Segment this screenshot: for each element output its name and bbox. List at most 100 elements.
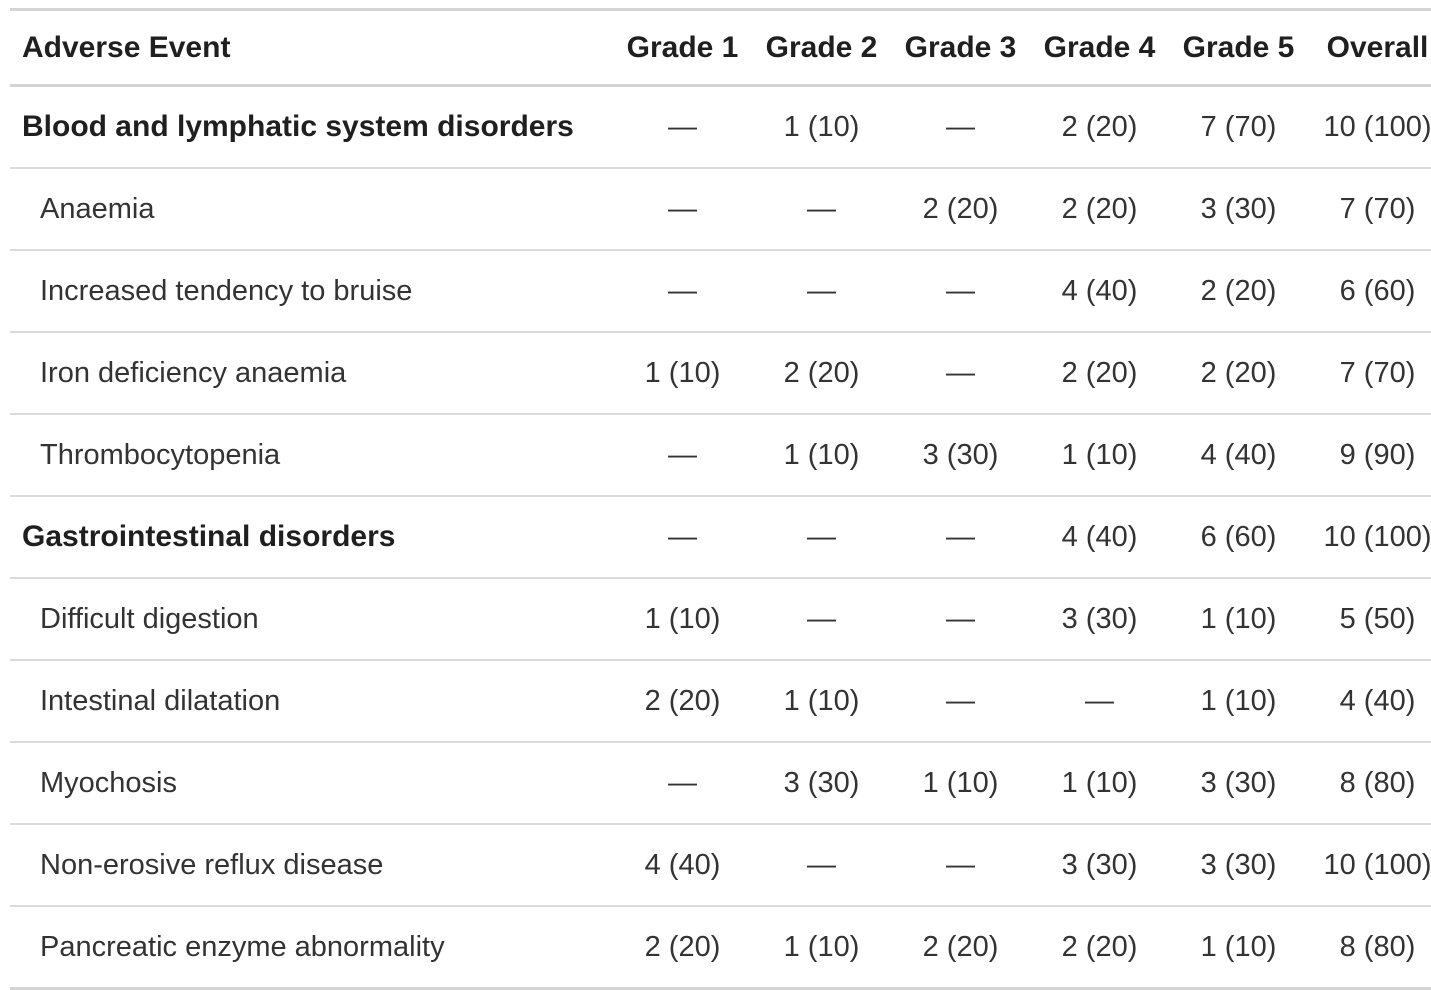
- column-header-grade-4: Grade 4: [1043, 30, 1156, 64]
- cell-value: 2 (20): [1200, 356, 1277, 389]
- cell-value: 3 (30): [1200, 848, 1277, 881]
- table-header-row: Adverse Event Grade 1 Grade 2 Grade 3 Grade …: [10, 10, 1431, 86]
- cell-value: 2 (20): [1061, 930, 1138, 963]
- cell-value: 8 (80): [1339, 930, 1416, 963]
- row-label-item: Difficult digestion: [40, 602, 259, 635]
- cell-value: —: [668, 192, 697, 225]
- table-row: Non-erosive reflux disease 4 (40) — — 3 (30)…: [10, 824, 1431, 906]
- column-header-overall: Overall: [1326, 30, 1429, 64]
- cell-value: 7 (70): [1200, 110, 1277, 143]
- cell-value: 3 (30): [1200, 192, 1277, 225]
- cell-value: —: [668, 110, 697, 143]
- cell-value: 2 (20): [922, 930, 999, 963]
- cell-value: 10 (100): [1323, 848, 1431, 881]
- cell-value: 1 (10): [1200, 930, 1277, 963]
- row-label-item: Thrombocytopenia: [40, 438, 281, 471]
- table-row: Iron deficiency anaemia 1 (10) 2 (20) — 2 (2…: [10, 332, 1431, 414]
- row-label-item: Myochosis: [40, 766, 177, 799]
- table-header: Adverse Event Grade 1 Grade 2 Grade 3 Grade …: [10, 10, 1431, 86]
- cell-value: —: [946, 274, 975, 307]
- column-header-grade-3: Grade 3: [904, 30, 1017, 64]
- cell-value: 10 (100): [1323, 520, 1431, 553]
- cell-value: 4 (40): [1200, 438, 1277, 471]
- cell-value: 3 (30): [1061, 848, 1138, 881]
- row-label-item: Increased tendency to bruise: [40, 274, 413, 307]
- table-row: Myochosis — 3 (30) 1 (10) 1 (10) 3 (30) 8 (80): [10, 742, 1431, 824]
- row-label-category: Blood and lymphatic system disorders: [22, 110, 574, 143]
- cell-value: 1 (10): [644, 602, 721, 635]
- table-row: Thrombocytopenia — 1 (10) 3 (30) 1 (10) 4 (40…: [10, 414, 1431, 496]
- cell-value: —: [807, 848, 836, 881]
- table-row: Anaemia — — 2 (20) 2 (20) 3 (30) 7 (70): [10, 168, 1431, 250]
- table-row: Increased tendency to bruise — — — 4 (40) 2 (…: [10, 250, 1431, 332]
- column-header-grade-5: Grade 5: [1182, 30, 1295, 64]
- adverse-events-table: Adverse Event Grade 1 Grade 2 Grade 3 Grade …: [10, 8, 1431, 990]
- cell-value: 1 (10): [1061, 766, 1138, 799]
- cell-value: 2 (20): [644, 684, 721, 717]
- cell-value: 1 (10): [922, 766, 999, 799]
- cell-value: 10 (100): [1323, 110, 1431, 143]
- row-label-item: Anaemia: [40, 192, 155, 225]
- cell-value: —: [946, 356, 975, 389]
- cell-value: 4 (40): [1339, 684, 1416, 717]
- cell-value: 3 (30): [922, 438, 999, 471]
- cell-value: 4 (40): [644, 848, 721, 881]
- table-row: Difficult digestion 1 (10) — — 3 (30) 1 (10) 5…: [10, 578, 1431, 660]
- cell-value: 1 (10): [644, 356, 721, 389]
- cell-value: 3 (30): [783, 766, 860, 799]
- cell-value: —: [946, 520, 975, 553]
- cell-value: —: [946, 602, 975, 635]
- cell-value: 7 (70): [1339, 192, 1416, 225]
- table-row: Gastrointestinal disorders — — — 4 (40) 6 (60…: [10, 496, 1431, 578]
- cell-value: 3 (30): [1200, 766, 1277, 799]
- cell-value: —: [807, 520, 836, 553]
- table-row: Pancreatic enzyme abnormality 2 (20) 1 (10…: [10, 906, 1431, 989]
- cell-value: —: [946, 848, 975, 881]
- cell-value: 1 (10): [783, 930, 860, 963]
- cell-value: 1 (10): [783, 438, 860, 471]
- cell-value: 2 (20): [1061, 192, 1138, 225]
- column-header-grade-2: Grade 2: [765, 30, 878, 64]
- cell-value: —: [668, 766, 697, 799]
- cell-value: —: [946, 110, 975, 143]
- cell-value: —: [807, 192, 836, 225]
- cell-value: —: [668, 274, 697, 307]
- cell-value: 5 (50): [1339, 602, 1416, 635]
- row-label-item: Non-erosive reflux disease: [40, 848, 384, 881]
- row-label-item: Intestinal dilatation: [40, 684, 281, 717]
- cell-value: 2 (20): [922, 192, 999, 225]
- cell-value: —: [807, 602, 836, 635]
- cell-value: 1 (10): [1200, 602, 1277, 635]
- cell-value: 8 (80): [1339, 766, 1416, 799]
- column-header-grade-1: Grade 1: [626, 30, 739, 64]
- cell-value: 4 (40): [1061, 274, 1138, 307]
- cell-value: 6 (60): [1200, 520, 1277, 553]
- table-row: Blood and lymphatic system disorders — 1 (…: [10, 86, 1431, 168]
- cell-value: 6 (60): [1339, 274, 1416, 307]
- cell-value: 9 (90): [1339, 438, 1416, 471]
- row-label-item: Iron deficiency anaemia: [40, 356, 347, 389]
- cell-value: 2 (20): [783, 356, 860, 389]
- cell-value: 2 (20): [1061, 110, 1138, 143]
- table-body: Blood and lymphatic system disorders — 1 (…: [10, 86, 1431, 989]
- cell-value: 1 (10): [783, 110, 860, 143]
- cell-value: 1 (10): [1200, 684, 1277, 717]
- cell-value: 1 (10): [1061, 438, 1138, 471]
- table-row: Intestinal dilatation 2 (20) 1 (10) — — 1 (10…: [10, 660, 1431, 742]
- cell-value: 3 (30): [1061, 602, 1138, 635]
- cell-value: —: [946, 684, 975, 717]
- cell-value: —: [668, 438, 697, 471]
- column-header-adverse-event: Adverse Event: [22, 30, 231, 64]
- cell-value: —: [1085, 684, 1114, 717]
- cell-value: —: [807, 274, 836, 307]
- cell-value: 4 (40): [1061, 520, 1138, 553]
- row-label-item: Pancreatic enzyme abnormality: [40, 930, 445, 963]
- cell-value: 2 (20): [1061, 356, 1138, 389]
- cell-value: —: [668, 520, 697, 553]
- cell-value: 7 (70): [1339, 356, 1416, 389]
- cell-value: 2 (20): [644, 930, 721, 963]
- cell-value: 1 (10): [783, 684, 860, 717]
- cell-value: 2 (20): [1200, 274, 1277, 307]
- row-label-category: Gastrointestinal disorders: [22, 520, 396, 553]
